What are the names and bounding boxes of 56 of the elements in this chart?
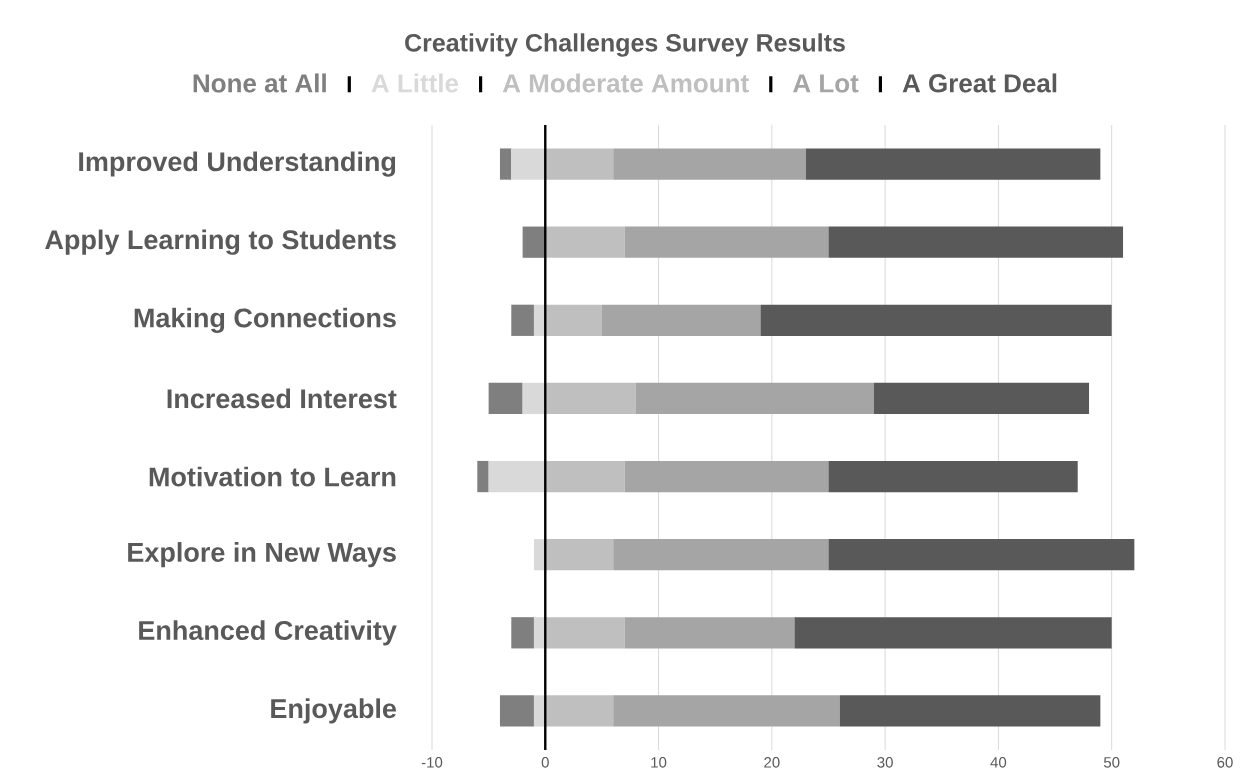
text: A Great Deal [902,73,1057,93]
bar [511,304,534,336]
x-tick-label: 0 [541,757,549,768]
y-tick-label: Enhanced Creativity [139,620,397,646]
bar [545,382,636,415]
bar [522,226,546,258]
bar [488,460,546,493]
x-tick-label: 10 [651,757,667,768]
y-tick-label: Improved Understanding [79,151,396,177]
bar [601,304,761,336]
bar [499,695,534,727]
bar [828,226,1124,258]
bar [511,148,546,180]
bar [613,695,840,727]
bar [545,617,625,649]
chart-title: Creativity Challenges Survey Results [405,33,845,57]
bar [511,617,534,649]
bar [873,382,1090,415]
y-tick-label: Increased Interest [167,388,397,409]
bar [522,382,546,415]
x-tick-label: 60 [1217,757,1233,768]
bar [635,382,874,415]
x-tick-label: 30 [877,757,893,768]
text: None at All [193,73,326,93]
bar [545,226,625,258]
y-tick-label: Making Connections [134,307,396,333]
bar [624,460,829,493]
y-tick-label: Explore in New Ways [128,542,396,568]
bar [545,539,614,571]
bar [828,539,1135,571]
bar [533,695,546,727]
bar [760,304,1112,336]
bar [545,148,614,180]
bar [624,226,829,258]
text: A Moderate Amount [502,73,749,93]
y-tick-label: Enjoyable [271,698,397,724]
bar [624,617,795,649]
bar [545,695,614,727]
bar [545,304,602,336]
y-tick-label: Motivation to Learn [149,466,396,487]
bar [488,382,523,415]
bar [545,460,625,493]
bar [613,539,829,571]
bar [839,695,1101,727]
x-tick-label: 20 [764,757,780,768]
text: A Lot [793,74,859,93]
x-tick-label: -10 [421,757,443,768]
bar [613,148,806,180]
x-tick-label: 40 [990,757,1007,768]
bar [828,460,1078,493]
bar [477,460,489,493]
bar [805,148,1101,180]
x-tick-label: 50 [1103,757,1120,768]
bar [499,148,512,180]
y-tick-label: Apply Learning to Students [45,229,396,255]
bar [794,617,1112,649]
